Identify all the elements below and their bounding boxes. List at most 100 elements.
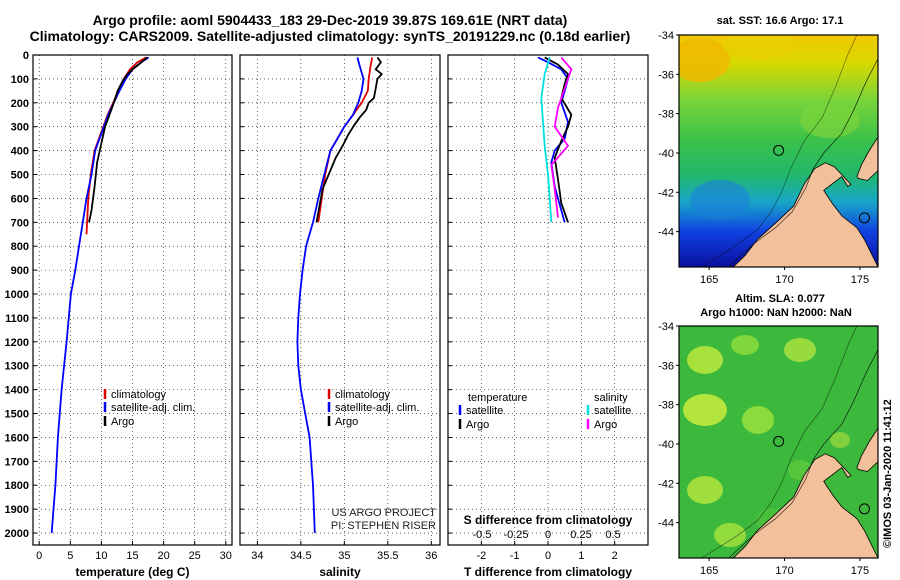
series-line xyxy=(544,56,573,223)
depth-tick-label: 500 xyxy=(11,170,29,182)
x-tick-label: 30 xyxy=(220,550,232,562)
lat-tick-label: -36 xyxy=(658,69,674,81)
pi-annotation: PI: STEPHEN RISER xyxy=(331,520,436,532)
sst-patch xyxy=(800,102,860,138)
depth-tick-label: 1500 xyxy=(5,409,29,421)
sst-warm-patch xyxy=(679,38,730,82)
bathymetry-contour xyxy=(728,349,878,558)
x-tick-label: 0 xyxy=(36,550,42,562)
sla_map-frame xyxy=(678,325,879,559)
x2-tick-label: 0.5 xyxy=(605,529,620,541)
bathymetry-contour xyxy=(728,58,878,267)
depth-tick-label: 1200 xyxy=(5,337,29,349)
lon-tick-label: 165 xyxy=(700,274,718,286)
legend-label: Argo xyxy=(466,419,489,431)
argo-location-marker xyxy=(858,212,870,224)
legend-temperature-header: temperature xyxy=(468,392,527,404)
x2-tick-label: -0.5 xyxy=(473,529,492,541)
legend-label: satellite-adj. clim. xyxy=(111,402,195,414)
north-island-land xyxy=(856,136,878,181)
x-tick-label: 2 xyxy=(612,550,618,562)
depth-tick-label: 1400 xyxy=(5,385,29,397)
lat-tick-label: -38 xyxy=(658,400,674,412)
depth-tick-label: 100 xyxy=(11,74,29,86)
lon-tick-label: 175 xyxy=(851,565,869,577)
x-tick-label: 35.5 xyxy=(377,550,398,562)
legend-label: satellite-adj. clim. xyxy=(335,402,419,414)
lat-tick-label: -44 xyxy=(658,518,674,530)
series-line xyxy=(296,57,365,534)
x-tick-label: 20 xyxy=(157,550,169,562)
x-tick-label: 34.5 xyxy=(290,550,311,562)
lat-tick-label: -42 xyxy=(658,478,674,490)
x-tick-label: 36 xyxy=(425,550,437,562)
depth-tick-label: 1900 xyxy=(5,504,29,516)
series-line xyxy=(540,57,553,223)
sst-cool-patch xyxy=(690,180,750,220)
series-line xyxy=(85,56,147,235)
temperature-panel: 0100200300400500600700800900100011001200… xyxy=(5,50,233,579)
difference-panel: -2 -1 0 1 2 T difference from climatology temp… xyxy=(447,54,649,579)
x-tick-label: 1 xyxy=(578,550,584,562)
salinity-panel: 34 34.5 35 35.5 36 salinity climatologysatelli… xyxy=(239,54,441,579)
bathymetry-contour xyxy=(701,35,858,267)
x-tick-label: 10 xyxy=(95,550,107,562)
difference-xlabel: T difference from climatology xyxy=(464,565,632,579)
sla_map: -34 -36 -38 -40 -42 -44 165 170 175 Altim. SLA: 0… xyxy=(658,293,879,577)
series-line xyxy=(550,56,573,218)
sla-anomaly-blob xyxy=(687,476,723,504)
sla-anomaly-blob xyxy=(714,523,746,547)
x-tick-label: 34 xyxy=(251,550,263,562)
sla-anomaly-blob xyxy=(731,335,759,355)
legend-label: Argo xyxy=(111,416,134,428)
figure-title-line1: Argo profile: aoml 5904433_183 29-Dec-20… xyxy=(92,12,568,28)
x-tick-label: 0 xyxy=(545,550,551,562)
south-island-land xyxy=(732,162,878,267)
sla-anomaly-blob xyxy=(784,338,816,362)
figure-title-line2: Climatology: CARS2009. Satellite-adjuste… xyxy=(29,28,631,44)
depth-tick-label: 600 xyxy=(11,193,29,205)
argo-location-marker xyxy=(858,503,870,515)
sla-anomaly-blob xyxy=(687,346,723,374)
lon-tick-label: 170 xyxy=(775,274,793,286)
sla-anomaly-blob xyxy=(830,432,850,448)
sla-map-title: Altim. SLA: 0.077 xyxy=(735,293,825,305)
lat-tick-label: -36 xyxy=(658,360,674,372)
argo-location-marker xyxy=(773,435,785,447)
series-line xyxy=(50,56,150,534)
legend-salinity-header: salinity xyxy=(594,392,628,404)
depth-tick-label: 1000 xyxy=(5,289,29,301)
depth-tick-label: 0 xyxy=(23,50,29,62)
legend-label: satellite xyxy=(466,405,503,417)
legend-label: climatology xyxy=(111,389,167,401)
lon-tick-label: 165 xyxy=(700,565,718,577)
depth-tick-label: 1600 xyxy=(5,432,29,444)
depth-tick-label: 1700 xyxy=(5,456,29,468)
x2-tick-label: -0.25 xyxy=(503,529,528,541)
depth-tick-label: 2000 xyxy=(5,528,29,540)
depth-tick-label: 1800 xyxy=(5,480,29,492)
lon-tick-label: 175 xyxy=(851,274,869,286)
x2-tick-label: 0 xyxy=(545,529,551,541)
imos-credit: ©IMOS 03-Jan-2020 11:41:12 xyxy=(882,399,894,548)
sla-anomaly-blob xyxy=(742,406,774,434)
depth-tick-label: 700 xyxy=(11,217,29,229)
depth-tick-label: 300 xyxy=(11,122,29,134)
lat-tick-label: -40 xyxy=(658,148,674,160)
depth-tick-label: 1100 xyxy=(5,313,29,325)
x2-tick-label: 0.25 xyxy=(570,529,591,541)
south-island-land xyxy=(732,453,878,558)
salinity-xlabel: salinity xyxy=(319,565,361,579)
legend-label: satellite xyxy=(594,405,631,417)
sst-warm-patch xyxy=(722,35,798,59)
depth-tick-label: 400 xyxy=(11,146,29,158)
north-island-land xyxy=(856,427,878,472)
legend-label: Argo xyxy=(594,419,617,431)
lat-tick-label: -34 xyxy=(658,321,674,333)
x-tick-label: -2 xyxy=(476,550,486,562)
project-annotation: US ARGO PROJECT xyxy=(331,507,436,519)
sla-map-subtitle: Argo h1000: NaN h2000: NaN xyxy=(700,307,852,319)
x-tick-label: 15 xyxy=(126,550,138,562)
x-tick-label: -1 xyxy=(510,550,520,562)
